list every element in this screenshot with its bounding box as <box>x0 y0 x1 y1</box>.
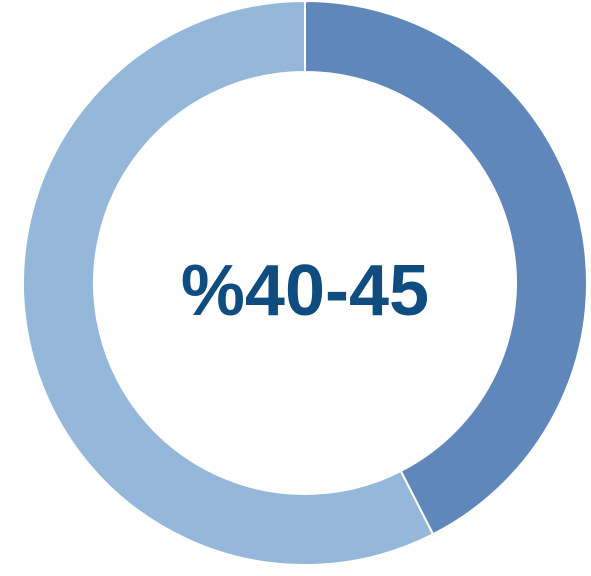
donut-slice-1 <box>304 0 588 536</box>
donut-center-label: %40-45 <box>181 251 429 331</box>
donut-slices <box>22 0 588 566</box>
donut-slice-2 <box>22 0 435 566</box>
